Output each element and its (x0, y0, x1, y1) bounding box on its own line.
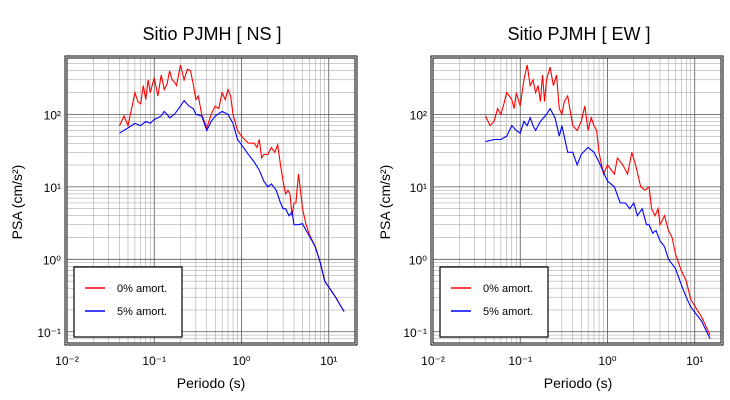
x-tick-label: 10¹ (686, 354, 703, 368)
y-axis-label-ns: PSA (cm/s²) (9, 165, 25, 240)
series-line-amort-5 (485, 107, 711, 340)
plot-frame-outer (430, 55, 724, 346)
legend-label: 0% amort. (117, 283, 167, 295)
y-tick-label: 10¹ (410, 181, 427, 195)
y-tick-label: 10⁰ (43, 253, 61, 267)
x-tick-label: 10⁰ (598, 354, 616, 368)
y-tick-label: 10⁻¹ (403, 326, 427, 340)
plot-frame-outer (64, 55, 358, 346)
x-tick-label: 10⁻¹ (508, 354, 532, 368)
plot-frame-inner (432, 57, 722, 344)
y-tick-label: 10⁰ (409, 253, 427, 267)
series-line-amort-5 (119, 99, 345, 312)
series-line-amort-0 (485, 64, 711, 336)
chart-panel-ns: Sitio PJMH [ NS ] Periodo (s) PSA (cm/s²… (9, 24, 358, 391)
y-tick-label: 10² (410, 108, 427, 122)
legend-box (439, 266, 549, 338)
plot-frame-inner (66, 57, 356, 344)
y-tick-label: 10⁻¹ (37, 326, 61, 340)
x-axis-label-ew: Periodo (s) (544, 375, 612, 391)
series-line-amort-0 (119, 64, 345, 312)
x-axis-label-ns: Periodo (s) (177, 375, 245, 391)
x-tick-label: 10⁻² (421, 354, 445, 368)
x-tick-label: 10¹ (320, 354, 337, 368)
legend-label: 5% amort. (117, 306, 167, 318)
x-tick-label: 10⁻² (55, 354, 79, 368)
plot-area-ew: 10⁻² 10⁻¹ 10⁰ 10¹ 10⁻¹ 10⁰ 10¹ 10² 0% amort. 5% a… (403, 55, 724, 368)
x-tick-label: 10⁰ (232, 354, 250, 368)
chart-panel-ew: Sitio PJMH [ EW ] Periodo (s) PSA (cm/s²… (377, 24, 724, 391)
x-tick-label: 10⁻¹ (142, 354, 166, 368)
chart-title-ns: Sitio PJMH [ NS ] (142, 24, 281, 44)
legend: 0% amort. 5% amort. (439, 266, 549, 338)
y-axis-label-ew: PSA (cm/s²) (377, 165, 393, 240)
y-tick-label: 10¹ (44, 181, 61, 195)
legend-box (73, 266, 183, 338)
y-tick-label: 10² (44, 108, 61, 122)
chart-title-ew: Sitio PJMH [ EW ] (507, 24, 650, 44)
plot-area-ns: 10⁻² 10⁻¹ 10⁰ 10¹ 10⁻¹ 10⁰ 10¹ 10² 0% amort. 5% a… (37, 55, 358, 368)
legend-label: 5% amort. (483, 306, 533, 318)
legend-label: 0% amort. (483, 283, 533, 295)
legend: 0% amort. 5% amort. (73, 266, 183, 338)
